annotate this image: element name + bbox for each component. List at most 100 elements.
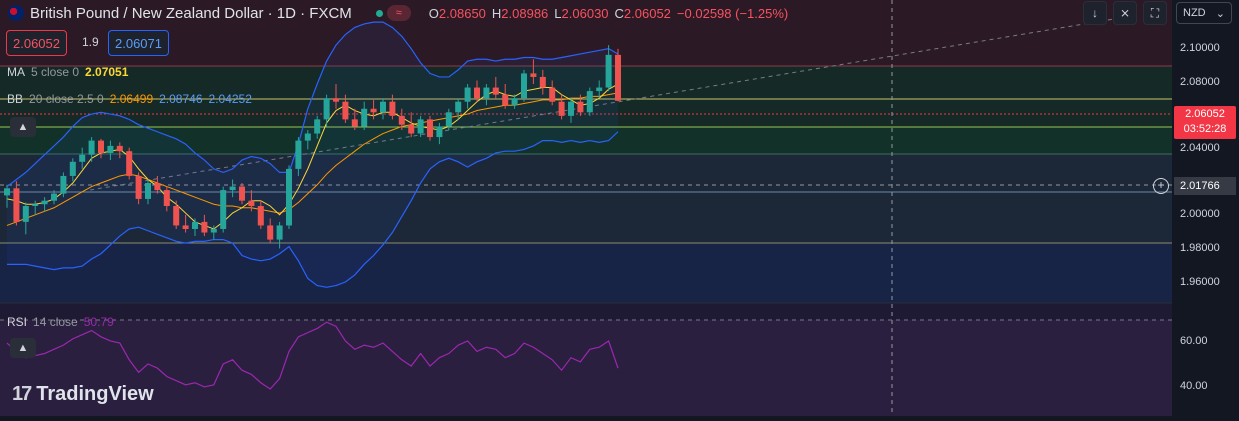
gbp-flag-icon bbox=[8, 5, 24, 21]
candle[interactable] bbox=[13, 181, 20, 226]
candle-body bbox=[60, 175, 67, 194]
candle[interactable] bbox=[539, 69, 546, 95]
candle[interactable] bbox=[257, 200, 264, 229]
candle[interactable] bbox=[79, 147, 86, 169]
spread-value: 1.9 bbox=[82, 35, 99, 49]
candle[interactable] bbox=[22, 202, 29, 235]
candle[interactable] bbox=[98, 138, 104, 159]
candle[interactable] bbox=[276, 221, 283, 249]
tradingview-name: TradingView bbox=[36, 383, 154, 405]
trend-line[interactable] bbox=[89, 17, 1121, 191]
add-alert-plus-icon[interactable]: + bbox=[1153, 178, 1169, 194]
close-value: 2.06052 bbox=[623, 5, 671, 21]
collapse-legend-button[interactable]: ▲ bbox=[10, 117, 36, 137]
candle[interactable] bbox=[464, 84, 471, 109]
candle-body bbox=[474, 87, 480, 99]
candle[interactable] bbox=[455, 98, 462, 120]
candle[interactable] bbox=[323, 94, 330, 127]
candle[interactable] bbox=[427, 115, 433, 141]
candle[interactable] bbox=[558, 94, 565, 120]
candle[interactable] bbox=[107, 140, 114, 161]
candle[interactable] bbox=[530, 59, 537, 85]
bb-legend[interactable]: BB 20 close 2.5 0 2.06499 2.08746 2.0425… bbox=[7, 92, 252, 106]
rsi-legend[interactable]: RSI 14 close 50.79 bbox=[7, 315, 114, 329]
candle[interactable] bbox=[492, 76, 499, 99]
candle[interactable] bbox=[154, 175, 161, 194]
candle[interactable] bbox=[586, 87, 593, 116]
candle[interactable] bbox=[483, 84, 490, 106]
candle[interactable] bbox=[398, 108, 405, 130]
candle[interactable] bbox=[60, 172, 67, 198]
candle[interactable] bbox=[69, 158, 76, 182]
collapse-rsi-legend-button[interactable]: ▲ bbox=[10, 338, 36, 358]
scroll-down-button[interactable]: ↓ bbox=[1083, 1, 1107, 25]
bb-name: BB bbox=[7, 92, 24, 106]
candle[interactable] bbox=[116, 142, 123, 159]
candle[interactable] bbox=[192, 218, 198, 237]
candle[interactable] bbox=[568, 98, 574, 123]
candle[interactable] bbox=[417, 115, 424, 138]
candle[interactable] bbox=[502, 84, 509, 109]
candle[interactable] bbox=[615, 48, 621, 102]
candle[interactable] bbox=[408, 112, 415, 138]
candle[interactable] bbox=[163, 186, 170, 212]
candle[interactable] bbox=[389, 94, 396, 120]
candle[interactable] bbox=[549, 80, 556, 106]
candle[interactable] bbox=[333, 84, 339, 109]
candles[interactable] bbox=[4, 45, 621, 249]
candle[interactable] bbox=[342, 94, 349, 123]
candle[interactable] bbox=[474, 80, 480, 102]
candle[interactable] bbox=[239, 183, 245, 205]
candle[interactable] bbox=[126, 147, 133, 180]
candle[interactable] bbox=[267, 218, 274, 244]
candle[interactable] bbox=[248, 190, 255, 212]
candle[interactable] bbox=[361, 101, 368, 130]
candle[interactable] bbox=[201, 214, 208, 237]
collapse-panes-button[interactable]: ⨯ bbox=[1113, 1, 1137, 25]
candle[interactable] bbox=[521, 69, 527, 102]
candle[interactable] bbox=[32, 200, 39, 215]
candle[interactable] bbox=[577, 94, 584, 116]
candle[interactable] bbox=[210, 225, 217, 240]
candle[interactable] bbox=[229, 179, 236, 198]
candle-body bbox=[22, 206, 29, 222]
candle[interactable] bbox=[135, 172, 142, 205]
ma-legend[interactable]: MA 5 close 0 2.07051 bbox=[7, 65, 128, 79]
wave-icon[interactable]: ≈ bbox=[386, 5, 411, 21]
candle[interactable] bbox=[445, 108, 452, 130]
sell-price-button[interactable]: 2.06052 bbox=[6, 30, 67, 56]
candle[interactable] bbox=[51, 190, 57, 205]
candle[interactable] bbox=[4, 184, 10, 208]
candle[interactable] bbox=[41, 197, 48, 212]
candle[interactable] bbox=[295, 137, 302, 176]
candle-body bbox=[201, 221, 208, 233]
buy-price-button[interactable]: 2.06071 bbox=[108, 30, 169, 56]
candle[interactable] bbox=[88, 137, 95, 162]
candle[interactable] bbox=[370, 99, 377, 120]
candle[interactable] bbox=[304, 129, 311, 150]
candle[interactable] bbox=[286, 165, 292, 229]
candle[interactable] bbox=[182, 214, 189, 233]
bb-lower-value: 2.04252 bbox=[208, 92, 252, 106]
symbol-title[interactable]: British Pound / New Zealand Dollar · 1D … bbox=[30, 4, 352, 22]
candle-body bbox=[333, 98, 339, 102]
candle[interactable] bbox=[380, 98, 386, 120]
tradingview-brand[interactable]: 17 TradingView bbox=[12, 383, 154, 406]
candle[interactable] bbox=[220, 186, 227, 233]
currency-selector[interactable]: NZD ⌄ bbox=[1176, 2, 1232, 24]
candle[interactable] bbox=[596, 80, 603, 99]
candle[interactable] bbox=[436, 122, 443, 145]
candle[interactable] bbox=[145, 179, 151, 205]
fullscreen-button[interactable]: ⛶ bbox=[1143, 1, 1167, 25]
candle[interactable] bbox=[605, 45, 612, 92]
candle[interactable] bbox=[351, 108, 358, 130]
candle[interactable] bbox=[173, 200, 180, 229]
ma-name: MA bbox=[7, 65, 25, 79]
symbol-header[interactable]: British Pound / New Zealand Dollar · 1D … bbox=[0, 0, 788, 26]
candle[interactable] bbox=[314, 115, 321, 139]
open-value: 2.08650 bbox=[438, 5, 486, 21]
high-label: H bbox=[491, 5, 502, 21]
candle[interactable] bbox=[511, 94, 518, 109]
